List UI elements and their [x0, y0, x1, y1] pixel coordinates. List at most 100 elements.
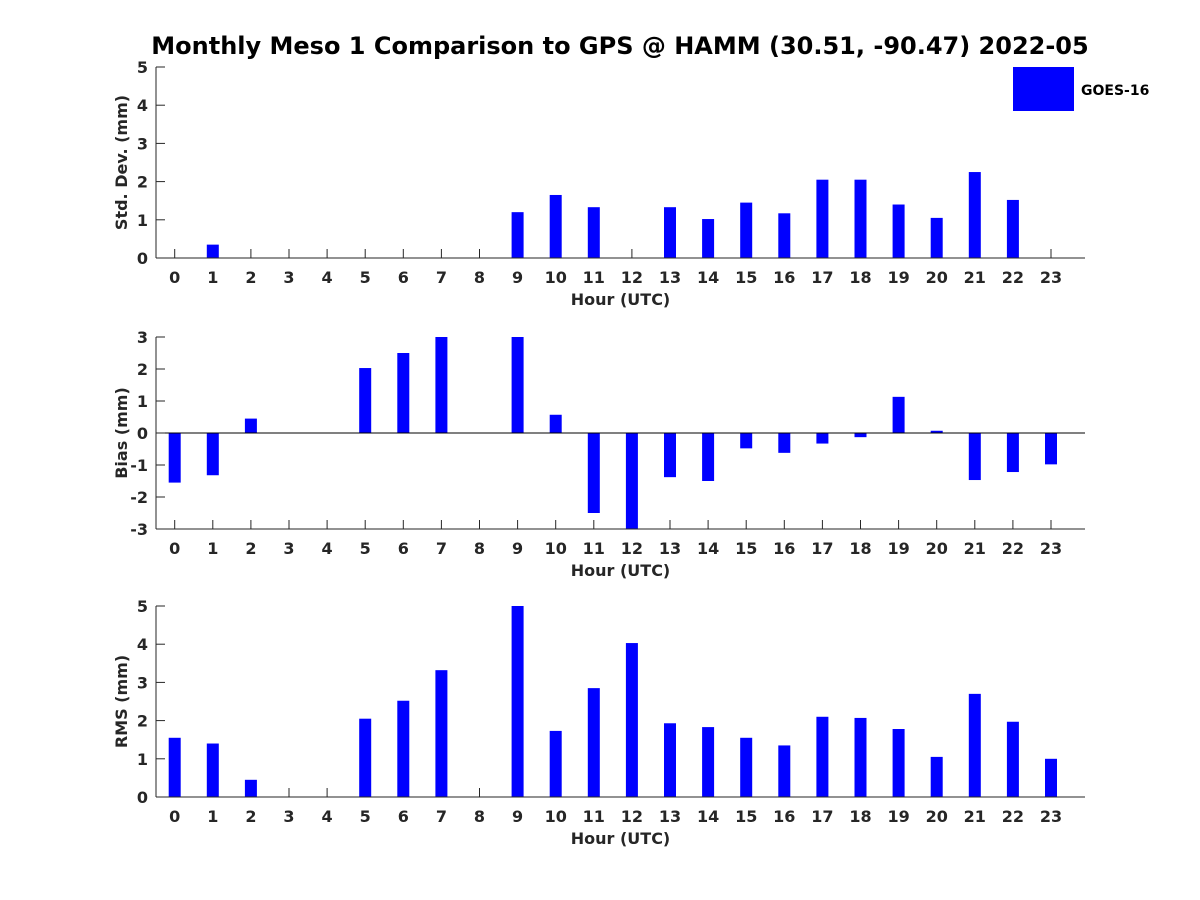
bar-hour-22 — [1006, 433, 1019, 473]
x-tick-label: 15 — [735, 807, 757, 826]
x-tick-label: 13 — [659, 268, 681, 287]
x-tick-label: 3 — [283, 268, 294, 287]
x-tick-label: 21 — [964, 268, 986, 287]
x-tick-label: 18 — [849, 539, 871, 558]
x-tick-label: 21 — [964, 807, 986, 826]
y-axis-label: RMS (mm) — [112, 655, 131, 748]
x-tick-label: 1 — [207, 539, 218, 558]
y-tick-label: 3 — [137, 673, 148, 692]
legend-label: GOES-16 — [1081, 83, 1149, 99]
x-tick-label: 23 — [1040, 268, 1062, 287]
bar-hour-19 — [892, 396, 905, 433]
x-tick-label: 18 — [849, 268, 871, 287]
bar-hour-10 — [549, 194, 562, 258]
x-tick-label: 11 — [583, 539, 605, 558]
bar-hour-9 — [511, 606, 524, 797]
bar-hour-21 — [968, 433, 981, 481]
x-tick-label: 6 — [398, 539, 409, 558]
x-tick-label: 7 — [436, 268, 447, 287]
bar-hour-5 — [359, 368, 372, 433]
bar-hour-0 — [168, 737, 181, 797]
bar-hour-12 — [625, 643, 638, 797]
x-tick-label: 17 — [811, 539, 833, 558]
y-tick-label: 0 — [137, 788, 148, 807]
bar-hour-7 — [435, 670, 448, 797]
bar-hour-17 — [816, 716, 829, 797]
x-tick-label: 12 — [621, 539, 643, 558]
bar-hour-17 — [816, 179, 829, 258]
bar-hour-13 — [664, 207, 676, 258]
bar-hour-1 — [206, 244, 219, 258]
x-tick-label: 13 — [659, 539, 681, 558]
bar-hour-11 — [587, 207, 600, 258]
x-tick-label: 9 — [512, 268, 523, 287]
x-tick-label: 14 — [697, 268, 719, 287]
y-tick-label: 5 — [137, 597, 148, 616]
bar-hour-15 — [740, 202, 753, 258]
bar-hour-22 — [1006, 721, 1019, 797]
bar-hour-22 — [1006, 199, 1019, 258]
x-tick-label: 15 — [735, 268, 757, 287]
bar-hour-1 — [206, 743, 219, 797]
bar-hour-16 — [778, 433, 791, 453]
y-tick-label: 2 — [137, 712, 148, 731]
legend-swatch — [1013, 67, 1074, 111]
x-tick-label: 20 — [926, 268, 948, 287]
x-tick-label: 4 — [322, 807, 333, 826]
bar-hour-2 — [244, 418, 257, 433]
bar-hour-14 — [702, 727, 715, 797]
x-tick-label: 19 — [887, 807, 909, 826]
x-tick-label: 0 — [169, 268, 180, 287]
x-tick-label: 8 — [474, 268, 485, 287]
x-tick-label: 3 — [283, 539, 294, 558]
bar-hour-10 — [549, 730, 562, 797]
x-tick-label: 16 — [773, 268, 795, 287]
bar-hour-18 — [854, 179, 867, 258]
x-tick-label: 10 — [545, 807, 567, 826]
x-axis-label: Hour (UTC) — [571, 561, 671, 580]
x-tick-label: 8 — [474, 539, 485, 558]
bar-hour-16 — [778, 745, 791, 797]
y-tick-label: 1 — [137, 392, 148, 411]
x-tick-label: 22 — [1002, 268, 1024, 287]
x-tick-label: 2 — [245, 268, 256, 287]
x-tick-label: 1 — [207, 807, 218, 826]
legend: GOES-16 — [1013, 67, 1149, 111]
bar-hour-21 — [968, 172, 981, 258]
x-tick-label: 19 — [887, 539, 909, 558]
bar-hour-13 — [664, 433, 676, 478]
x-tick-label: 1 — [207, 268, 218, 287]
bar-hour-13 — [664, 723, 676, 797]
y-tick-label: 4 — [137, 96, 148, 115]
x-tick-label: 5 — [360, 539, 371, 558]
x-tick-label: 0 — [169, 539, 180, 558]
x-tick-label: 20 — [926, 539, 948, 558]
x-tick-label: 0 — [169, 807, 180, 826]
bar-hour-14 — [702, 433, 715, 481]
bar-hour-10 — [549, 414, 562, 433]
x-tick-label: 17 — [811, 807, 833, 826]
y-tick-label: 2 — [137, 360, 148, 379]
bar-hour-5 — [359, 718, 372, 797]
x-tick-label: 16 — [773, 807, 795, 826]
x-tick-label: 6 — [398, 268, 409, 287]
bar-hour-19 — [892, 204, 905, 258]
x-tick-label: 9 — [512, 807, 523, 826]
x-tick-label: 23 — [1040, 539, 1062, 558]
bar-hour-14 — [702, 219, 715, 258]
y-tick-label: 0 — [137, 424, 148, 443]
bar-hour-16 — [778, 213, 791, 258]
x-tick-label: 12 — [621, 268, 643, 287]
bar-hour-19 — [892, 729, 905, 797]
x-tick-label: 7 — [436, 807, 447, 826]
bar-hour-17 — [816, 433, 829, 444]
y-axis-label: Bias (mm) — [112, 387, 131, 479]
x-tick-label: 9 — [512, 539, 523, 558]
x-tick-label: 14 — [697, 539, 719, 558]
bar-hour-12 — [625, 433, 638, 529]
x-tick-label: 5 — [360, 268, 371, 287]
bar-hour-11 — [587, 688, 600, 797]
y-tick-label: -1 — [130, 456, 148, 475]
x-tick-label: 12 — [621, 807, 643, 826]
